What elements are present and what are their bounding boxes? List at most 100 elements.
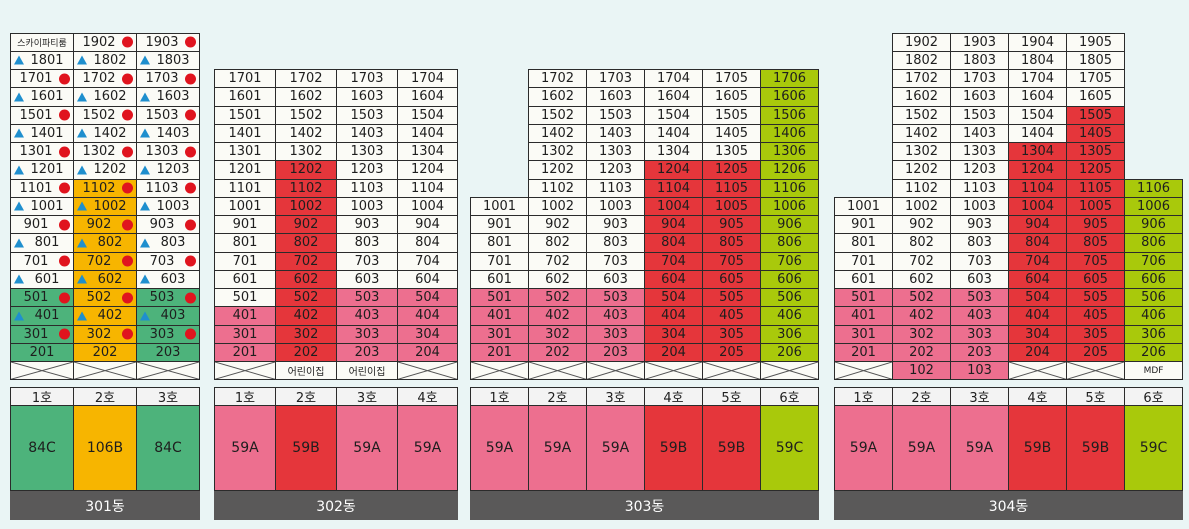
unit-cell[interactable]: 1603 — [950, 87, 1009, 107]
unit-cell[interactable]: 801 — [214, 233, 276, 253]
unit-cell[interactable]: 903 — [336, 215, 398, 235]
unit-cell[interactable]: 1504 — [397, 105, 458, 125]
unit-cell[interactable]: 804 — [397, 233, 458, 253]
unit-cell[interactable]: 1102 — [528, 178, 587, 198]
unit-cell[interactable]: 1102 — [275, 178, 337, 198]
unit-cell[interactable]: 301 — [470, 324, 529, 344]
unit-cell[interactable]: 1103 — [950, 178, 1009, 198]
unit-cell[interactable]: 1202 — [73, 160, 137, 180]
unit-type-box[interactable]: 59A — [528, 405, 587, 491]
unit-cell[interactable]: 302 — [275, 324, 337, 344]
empty-unit-cell[interactable] — [10, 361, 74, 381]
unit-cell[interactable]: 1503 — [586, 105, 645, 125]
unit-cell[interactable]: 203 — [586, 342, 645, 362]
unit-cell[interactable]: 1404 — [397, 123, 458, 143]
unit-cell[interactable]: 805 — [702, 233, 761, 253]
unit-cell[interactable]: 스카이파티룸 — [10, 32, 74, 52]
unit-cell[interactable]: 1002 — [892, 196, 951, 216]
unit-cell[interactable]: 901 — [214, 215, 276, 235]
unit-type-box[interactable]: 59C — [760, 405, 819, 491]
unit-cell[interactable]: 202 — [892, 342, 951, 362]
unit-cell[interactable]: 605 — [702, 269, 761, 289]
unit-cell[interactable]: 1001 — [834, 196, 893, 216]
unit-cell[interactable]: 1203 — [336, 160, 398, 180]
unit-cell[interactable]: 201 — [10, 342, 74, 362]
unit-cell[interactable]: 1403 — [586, 123, 645, 143]
unit-cell[interactable]: 804 — [1008, 233, 1067, 253]
unit-cell[interactable]: 702 — [528, 251, 587, 271]
unit-cell[interactable]: 405 — [702, 306, 761, 326]
unit-type-box[interactable]: 59B — [702, 405, 761, 491]
unit-cell[interactable]: 1004 — [1008, 196, 1067, 216]
unit-cell[interactable]: 1104 — [397, 178, 458, 198]
unit-cell[interactable]: 1601 — [214, 87, 276, 107]
unit-cell[interactable]: 402 — [892, 306, 951, 326]
unit-cell[interactable]: 806 — [760, 233, 819, 253]
unit-cell[interactable]: 1203 — [950, 160, 1009, 180]
unit-cell[interactable]: 1703 — [586, 69, 645, 89]
unit-cell[interactable]: 601 — [10, 269, 74, 289]
unit-cell[interactable]: 304 — [1008, 324, 1067, 344]
unit-cell[interactable]: 1606 — [760, 87, 819, 107]
unit-cell[interactable]: 304 — [397, 324, 458, 344]
unit-cell[interactable]: 803 — [136, 233, 200, 253]
unit-cell[interactable]: 1302 — [892, 142, 951, 162]
unit-cell[interactable]: 601 — [214, 269, 276, 289]
unit-cell[interactable]: 1002 — [73, 196, 137, 216]
unit-cell[interactable]: 1305 — [1066, 142, 1125, 162]
unit-cell[interactable]: 1402 — [73, 123, 137, 143]
unit-type-box[interactable]: 59A — [950, 405, 1009, 491]
unit-cell[interactable]: 902 — [892, 215, 951, 235]
unit-cell[interactable]: 602 — [73, 269, 137, 289]
unit-cell[interactable]: 1003 — [950, 196, 1009, 216]
unit-cell[interactable]: 706 — [1124, 251, 1183, 271]
unit-cell[interactable]: 604 — [1008, 269, 1067, 289]
unit-cell[interactable]: 705 — [702, 251, 761, 271]
unit-cell[interactable]: 1101 — [214, 178, 276, 198]
unit-cell[interactable]: 402 — [275, 306, 337, 326]
unit-cell[interactable]: 1203 — [586, 160, 645, 180]
unit-cell[interactable]: 1204 — [1008, 160, 1067, 180]
unit-cell[interactable]: 1505 — [1066, 105, 1125, 125]
unit-cell[interactable]: 1103 — [586, 178, 645, 198]
unit-cell[interactable]: 1503 — [136, 105, 200, 125]
unit-cell[interactable]: 602 — [892, 269, 951, 289]
unit-cell[interactable]: 604 — [644, 269, 703, 289]
unit-cell[interactable]: 어린이집 — [336, 361, 398, 381]
unit-cell[interactable]: 603 — [336, 269, 398, 289]
unit-cell[interactable]: 904 — [397, 215, 458, 235]
unit-cell[interactable]: 904 — [644, 215, 703, 235]
unit-cell[interactable]: 803 — [950, 233, 1009, 253]
unit-cell[interactable]: 1502 — [528, 105, 587, 125]
unit-cell[interactable]: 406 — [1124, 306, 1183, 326]
unit-cell[interactable]: 1803 — [950, 50, 1009, 70]
unit-cell[interactable]: 303 — [950, 324, 1009, 344]
unit-cell[interactable]: 501 — [214, 288, 276, 308]
unit-cell[interactable]: 705 — [1066, 251, 1125, 271]
unit-cell[interactable]: 1603 — [586, 87, 645, 107]
unit-cell[interactable]: 504 — [397, 288, 458, 308]
unit-cell[interactable]: 1206 — [760, 160, 819, 180]
unit-cell[interactable]: 906 — [760, 215, 819, 235]
unit-cell[interactable]: 301 — [10, 324, 74, 344]
unit-type-box[interactable]: 59A — [336, 405, 398, 491]
unit-cell[interactable]: 204 — [1008, 342, 1067, 362]
unit-cell[interactable]: 802 — [528, 233, 587, 253]
unit-cell[interactable]: 1106 — [760, 178, 819, 198]
unit-cell[interactable]: 302 — [892, 324, 951, 344]
unit-cell[interactable]: 1404 — [1008, 123, 1067, 143]
unit-cell[interactable]: 801 — [834, 233, 893, 253]
unit-cell[interactable]: 305 — [1066, 324, 1125, 344]
unit-cell[interactable]: 1001 — [470, 196, 529, 216]
unit-cell[interactable]: 203 — [950, 342, 1009, 362]
unit-cell[interactable]: 1504 — [644, 105, 703, 125]
unit-cell[interactable]: 804 — [644, 233, 703, 253]
unit-cell[interactable]: 1102 — [892, 178, 951, 198]
unit-cell[interactable]: 702 — [275, 251, 337, 271]
unit-cell[interactable]: 1305 — [702, 142, 761, 162]
unit-cell[interactable]: 1005 — [702, 196, 761, 216]
unit-cell[interactable]: 503 — [136, 288, 200, 308]
unit-cell[interactable]: 1306 — [760, 142, 819, 162]
unit-cell[interactable]: 703 — [136, 251, 200, 271]
unit-cell[interactable]: 802 — [892, 233, 951, 253]
